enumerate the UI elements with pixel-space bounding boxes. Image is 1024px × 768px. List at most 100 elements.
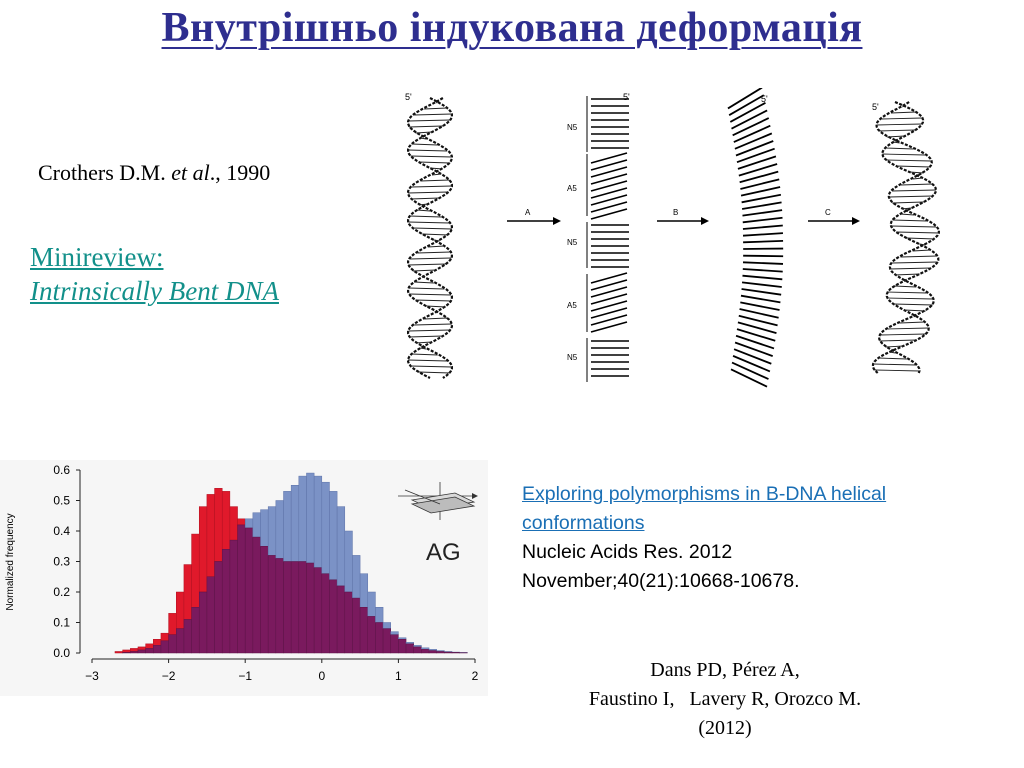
dna-helix-straight	[407, 97, 453, 379]
histogram-chart: 0.0 0.1 0.2 0.3 0.4 0.5 0.6 −3 −2 −1 0 1 2 Normalize…	[0, 460, 488, 696]
bar-overlap	[382, 628, 391, 654]
bar-top	[168, 613, 177, 635]
dna-bending-figure: 5' A 5' N5 A5 N5 A5 N5 B 5' C 5'	[405, 88, 941, 388]
authors-line1: Dans PD, Pérez A,	[650, 659, 800, 681]
bar-top	[198, 506, 208, 593]
y-tick-label: 0.6	[53, 463, 70, 477]
bar-top	[283, 491, 292, 562]
bar-overlap	[145, 648, 154, 654]
bar-overlap	[137, 649, 146, 654]
dna-helix-bent	[871, 100, 941, 374]
segment-label-1: N5	[567, 123, 578, 132]
bar-overlap	[183, 619, 192, 654]
bar-overlap	[421, 649, 430, 654]
y-tick-label: 0.0	[53, 646, 70, 660]
bar-top	[191, 533, 200, 608]
bar-top	[329, 491, 338, 581]
authors-block: Dans PD, Pérez A, Faustino I, Lavery R, …	[525, 656, 925, 743]
bar-top	[244, 518, 254, 529]
bar-overlap	[252, 536, 261, 654]
bar-top	[214, 488, 223, 562]
paper-reference: Exploring polymorphisms in B-DNA helical…	[522, 480, 1012, 596]
histogram-bars	[114, 472, 468, 654]
bar-top	[375, 607, 384, 623]
bar-overlap	[130, 651, 139, 654]
bar-top	[267, 506, 277, 556]
bar-top	[160, 632, 169, 642]
bar-overlap	[260, 546, 269, 654]
bar-overlap	[344, 591, 353, 654]
authors-line2: Faustino I, Lavery R, Orozco M.	[588, 688, 862, 710]
x-tick-label: 0	[318, 669, 325, 683]
minireview-link[interactable]: Minireview: Intrinsically Bent DNA	[30, 240, 279, 308]
y-tick-label: 0.5	[53, 494, 70, 508]
chart-ylabel: Normalized frequency	[5, 513, 16, 610]
arrow-a-label: A	[525, 208, 531, 217]
bar-overlap	[367, 616, 376, 654]
svg-text:A5: A5	[567, 184, 577, 193]
x-tick-label: −3	[85, 669, 99, 683]
arrow-b: B	[657, 208, 709, 225]
x-tick-label: −1	[238, 669, 252, 683]
bar-top	[176, 591, 185, 629]
segment-top-label: 5'	[623, 92, 630, 102]
paper-link-line2[interactable]: conformations	[522, 512, 645, 534]
arrow-b-label: B	[673, 208, 678, 217]
bar-overlap	[436, 651, 445, 654]
bar-overlap	[153, 645, 162, 654]
svg-text:N5: N5	[567, 238, 578, 247]
y-tick-label: 0.4	[53, 524, 70, 538]
bent-base-stack	[727, 88, 784, 388]
bar-top	[206, 494, 215, 577]
citation-author: Crothers D.M.	[38, 160, 166, 185]
bar-overlap	[428, 650, 437, 654]
arrow-c: C	[808, 208, 860, 225]
y-tick-label: 0.2	[53, 585, 70, 599]
paper-link-line1[interactable]: Exploring polymorphisms in B-DNA helical	[522, 483, 887, 505]
bar-overlap	[390, 634, 399, 654]
bar-overlap	[398, 639, 407, 654]
bar-top	[153, 639, 162, 646]
bar-top	[352, 555, 361, 599]
bar-overlap	[198, 591, 208, 654]
minireview-line1[interactable]: Minireview:	[30, 242, 164, 272]
arrow-c-label: C	[825, 208, 831, 217]
bent-top-label: 5'	[761, 94, 768, 104]
y-tick-label: 0.1	[53, 616, 70, 630]
helix-bent-top-label: 5'	[872, 102, 879, 112]
minireview-line2[interactable]: Intrinsically Bent DNA	[30, 276, 279, 306]
inset-label: AG	[426, 539, 461, 566]
bar-top	[290, 485, 300, 562]
paper-journal: Nucleic Acids Res. 2012	[522, 541, 733, 563]
arrow-a: A	[507, 208, 561, 225]
bar-top	[313, 475, 323, 568]
bar-overlap	[413, 646, 422, 654]
authors-line3: (2012)	[698, 717, 752, 739]
bar-top	[229, 506, 238, 541]
bar-top	[336, 506, 346, 587]
segment-label-4: A5	[567, 301, 577, 310]
segment-label-3: N5	[567, 238, 578, 247]
bar-overlap	[321, 573, 330, 654]
bar-top	[344, 530, 353, 593]
dna-top-label: 5'	[405, 92, 412, 102]
bar-overlap	[221, 549, 231, 654]
bar-overlap	[451, 652, 460, 654]
inset-icon	[398, 482, 478, 520]
bar-overlap	[214, 561, 223, 654]
bar-overlap	[160, 640, 169, 654]
bar-overlap	[122, 652, 131, 654]
bar-top	[122, 649, 131, 653]
x-tick-label: 1	[395, 669, 402, 683]
segment-label-2: A5	[567, 184, 577, 193]
citation-year: ., 1990	[209, 160, 271, 185]
y-tick-label: 0.3	[53, 555, 70, 569]
bar-overlap	[306, 562, 315, 654]
bar-overlap	[191, 607, 200, 654]
segment-label-5: N5	[567, 353, 578, 362]
bar-overlap	[267, 555, 277, 654]
svg-text:N5: N5	[567, 123, 578, 132]
bar-top	[260, 509, 269, 547]
bar-top	[321, 481, 330, 574]
bar-overlap	[352, 597, 361, 654]
